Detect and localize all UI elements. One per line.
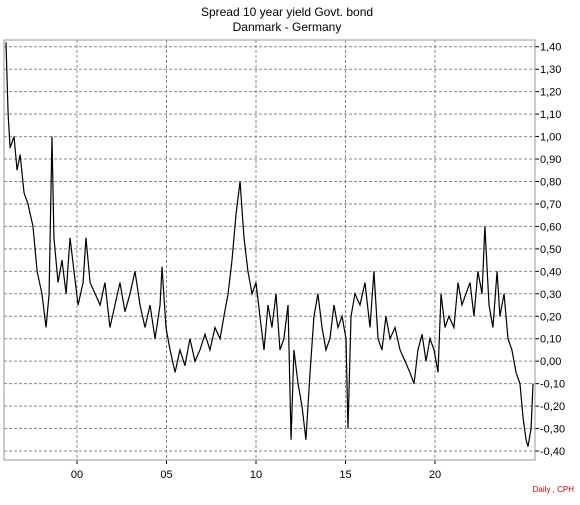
y-tick-label: 0,40 (540, 266, 561, 278)
x-tick-label: 05 (160, 469, 172, 481)
y-tick-label: 1,10 (540, 109, 561, 121)
y-tick-label: 1,40 (540, 42, 561, 54)
y-tick-label: 0,20 (540, 311, 561, 323)
y-tick-label: 1,00 (540, 132, 561, 144)
y-tick-label: -0,10 (540, 379, 565, 391)
y-tick-label: 0,10 (540, 334, 561, 346)
y-tick-label: 1,30 (540, 64, 561, 76)
source-note: Daily , CPH (533, 485, 575, 494)
x-tick-label: 15 (339, 469, 351, 481)
chart-title: Spread 10 year yield Govt. bond (201, 5, 373, 19)
y-tick-label: -0,20 (540, 401, 565, 413)
y-tick-label: 0,50 (540, 244, 561, 256)
y-tick-label: 1,20 (540, 87, 561, 99)
y-tick-label: -0,40 (540, 446, 565, 458)
y-tick-label: 0,80 (540, 176, 561, 188)
plot-frame (3, 39, 536, 461)
y-tick-label: 0,90 (540, 154, 561, 166)
y-tick-label: -0,30 (540, 424, 565, 436)
x-tick-label: 00 (71, 469, 83, 481)
y-tick-label: 0,00 (540, 356, 561, 368)
y-tick-label: 0,70 (540, 199, 561, 211)
y-tick-label: 0,60 (540, 221, 561, 233)
chart-subtitle: Danmark - Germany (233, 20, 342, 34)
x-tick-label: 20 (429, 469, 441, 481)
y-tick-label: 0,30 (540, 289, 561, 301)
x-tick-label: 10 (250, 469, 262, 481)
series-line (5, 42, 534, 447)
